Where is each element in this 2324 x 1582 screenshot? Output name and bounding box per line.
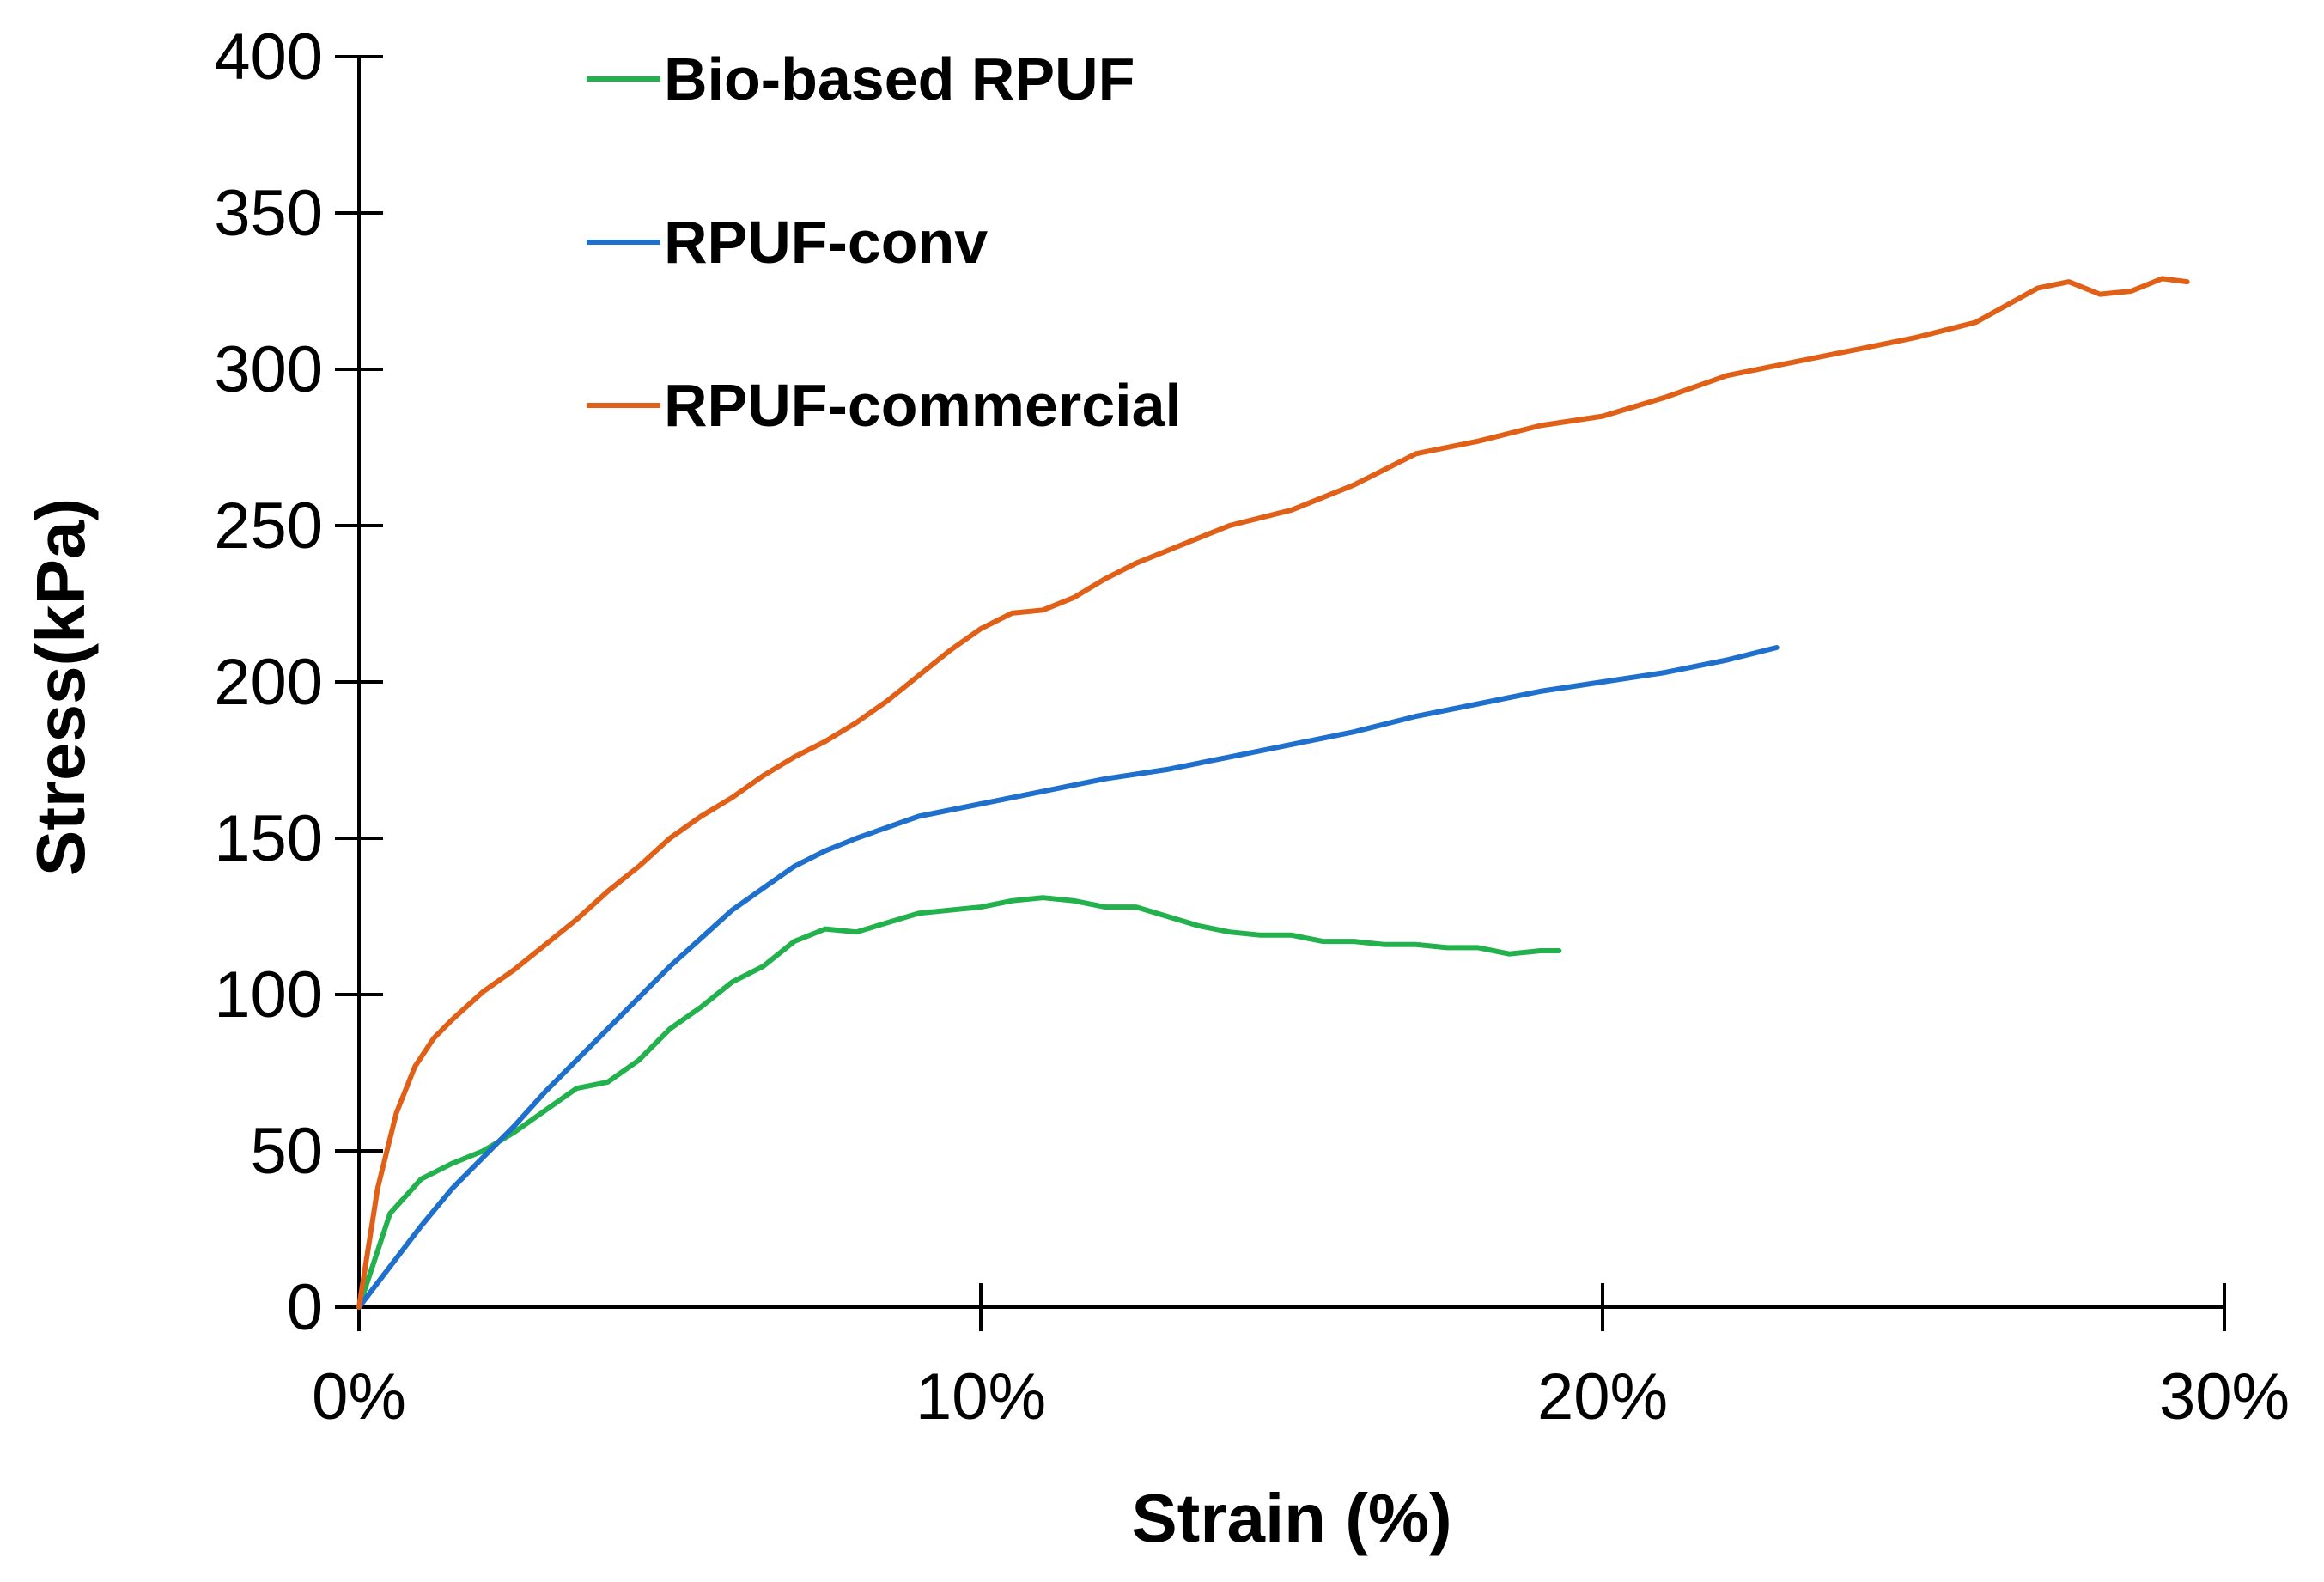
ticks-layer: 0 50 100 150 200 250 300 350 400 0% 10% 20% 30% bbox=[214, 21, 2290, 1433]
series-line-rpuf-conv bbox=[356, 645, 1780, 1310]
y-tick-label: 0 bbox=[287, 1271, 323, 1344]
y-tick-label: 50 bbox=[250, 1115, 323, 1188]
y-tick-label: 100 bbox=[214, 958, 323, 1031]
y-tick-label: 350 bbox=[214, 177, 323, 250]
legend: Bio-based RPUF RPUF-conv RPUF-commercial bbox=[587, 46, 1182, 439]
y-tick-label: 300 bbox=[214, 333, 323, 406]
x-tick-label: 20% bbox=[1537, 1360, 1668, 1433]
y-tick-label: 400 bbox=[214, 21, 323, 94]
y-tick-label: 150 bbox=[214, 802, 323, 875]
legend-label-rpuf-commercial: RPUF-commercial bbox=[664, 372, 1182, 439]
y-axis-title: Stress(kPa) bbox=[22, 498, 99, 876]
y-tick-label: 200 bbox=[214, 646, 323, 719]
x-tick-label: 0% bbox=[312, 1360, 406, 1433]
legend-label-bio-based-rpuf: Bio-based RPUF bbox=[664, 46, 1135, 113]
x-tick-label: 10% bbox=[916, 1360, 1046, 1433]
x-tick-label: 30% bbox=[2159, 1360, 2290, 1433]
series-layer bbox=[356, 276, 2190, 1310]
y-tick-label: 250 bbox=[214, 490, 323, 563]
legend-label-rpuf-conv: RPUF-conv bbox=[664, 209, 988, 276]
series-line-rpuf-commercial bbox=[356, 276, 2190, 1310]
series-line-bio-based-rpuf bbox=[356, 895, 1562, 1310]
x-axis-title: Strain (%) bbox=[1131, 1480, 1451, 1556]
